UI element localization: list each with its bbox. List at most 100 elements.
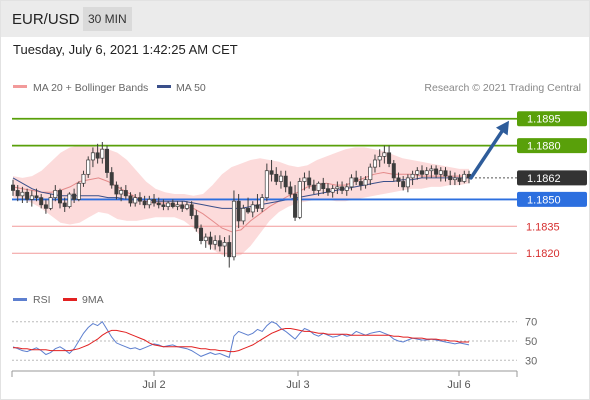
ma50-legend-swatch <box>157 85 171 88</box>
candle-body <box>377 156 382 161</box>
candle-body <box>11 184 15 191</box>
candle-body <box>156 202 161 206</box>
candle-body <box>133 197 138 204</box>
candle-body <box>382 152 387 157</box>
candle-body <box>434 168 439 175</box>
candle-body <box>189 204 194 216</box>
candle-body <box>387 152 392 164</box>
candle-body <box>316 182 321 191</box>
candle-body <box>166 202 171 207</box>
candle-body <box>269 170 274 175</box>
candle-body <box>227 242 232 258</box>
candle-body <box>278 175 283 182</box>
candle-body <box>142 200 147 206</box>
candle-body <box>161 204 166 207</box>
x-tick-label: Jul 2 <box>142 379 165 391</box>
current-price-label: 1.1862 <box>527 173 561 185</box>
rsi-line <box>12 320 470 359</box>
timeframe-badge[interactable]: 30 MIN <box>83 7 132 31</box>
level-label-text: 1.1880 <box>527 141 561 153</box>
candle-body <box>39 197 44 206</box>
ma20-legend-swatch <box>13 85 27 88</box>
candle-body <box>95 152 100 159</box>
candle-body <box>62 202 67 207</box>
candle-body <box>86 159 91 175</box>
rsi-level-label: 30 <box>525 355 537 367</box>
ma9-legend-label: 9MA <box>82 294 104 306</box>
candle-body <box>349 177 354 188</box>
candle-body <box>53 190 58 198</box>
ma9-legend-swatch <box>63 298 77 301</box>
candle-body <box>311 184 316 191</box>
candle-body <box>363 179 368 186</box>
ma50-line <box>12 177 469 209</box>
x-axis: Jul 2 Jul 3 Jul 6 <box>11 370 518 391</box>
candle-body <box>194 215 199 229</box>
candle-body <box>217 240 222 247</box>
candle-body <box>354 177 359 182</box>
bollinger-band-area <box>13 145 469 257</box>
candle-body <box>274 173 279 182</box>
candle-body <box>260 197 265 209</box>
x-tick-labels: Jul 2 Jul 3 Jul 6 <box>142 371 471 391</box>
candle-body <box>255 204 260 209</box>
candle-body <box>462 173 467 182</box>
candle-body <box>231 200 236 258</box>
candle-body <box>419 170 424 175</box>
candle-body <box>20 191 25 197</box>
candle-body <box>443 170 448 177</box>
candle-body <box>180 204 185 209</box>
arrow-head <box>495 120 509 136</box>
candle-body <box>105 148 110 173</box>
candle-body <box>15 190 20 197</box>
candle-body <box>415 170 420 175</box>
candle-body <box>119 190 124 195</box>
candle-body <box>401 181 406 188</box>
rsi-panel: 70 50 30 <box>12 317 537 367</box>
ma50-legend-label: MA 50 <box>176 82 206 94</box>
level-label-text: 1.1850 <box>527 194 561 206</box>
level-label-box <box>517 191 587 207</box>
rsi-level-label: 50 <box>525 336 537 348</box>
candle-body <box>81 173 86 184</box>
candle-body <box>48 197 53 209</box>
candle-body <box>76 182 81 200</box>
candle-body <box>358 181 363 186</box>
candle-body <box>175 204 180 207</box>
level-labels: 1.1895 1.1880 1.1850 1.1835 1.1820 1.1862 <box>517 111 587 260</box>
chart-legend: MA 20 + Bollinger Bands MA 50 Research ©… <box>13 82 581 94</box>
candle-body <box>429 168 434 172</box>
candle-body <box>184 204 189 209</box>
candle-body <box>424 170 429 175</box>
candle-body <box>222 242 227 247</box>
candle-body <box>25 191 30 200</box>
candle-body <box>283 175 288 188</box>
rsi-legend-swatch <box>13 298 27 301</box>
indicator-legend: RSI 9MA <box>13 294 104 306</box>
candle-body <box>293 193 298 218</box>
candle-body <box>396 177 401 182</box>
candle-body <box>29 195 34 200</box>
candle-body <box>246 208 251 213</box>
candle-body <box>67 193 72 207</box>
candle-body <box>410 173 415 179</box>
target-arrow <box>469 120 509 180</box>
symbol-title: EUR/USD <box>12 11 80 28</box>
level-label-text: 1.1835 <box>526 221 560 233</box>
candle-body <box>405 177 410 188</box>
candle-body <box>72 193 77 200</box>
candle-body <box>152 199 157 204</box>
candle-body <box>448 175 453 181</box>
candle-body <box>391 163 396 179</box>
candle-body <box>241 208 246 222</box>
candle-body <box>302 177 307 182</box>
level-label-box <box>517 138 587 154</box>
price-levels <box>12 117 517 254</box>
candle-body <box>199 227 204 242</box>
candle-body <box>325 188 330 193</box>
ma20-legend-label: MA 20 + Bollinger Bands <box>33 82 148 94</box>
candle-body <box>123 190 128 197</box>
candle-body <box>288 186 293 195</box>
candle-body <box>203 236 208 242</box>
